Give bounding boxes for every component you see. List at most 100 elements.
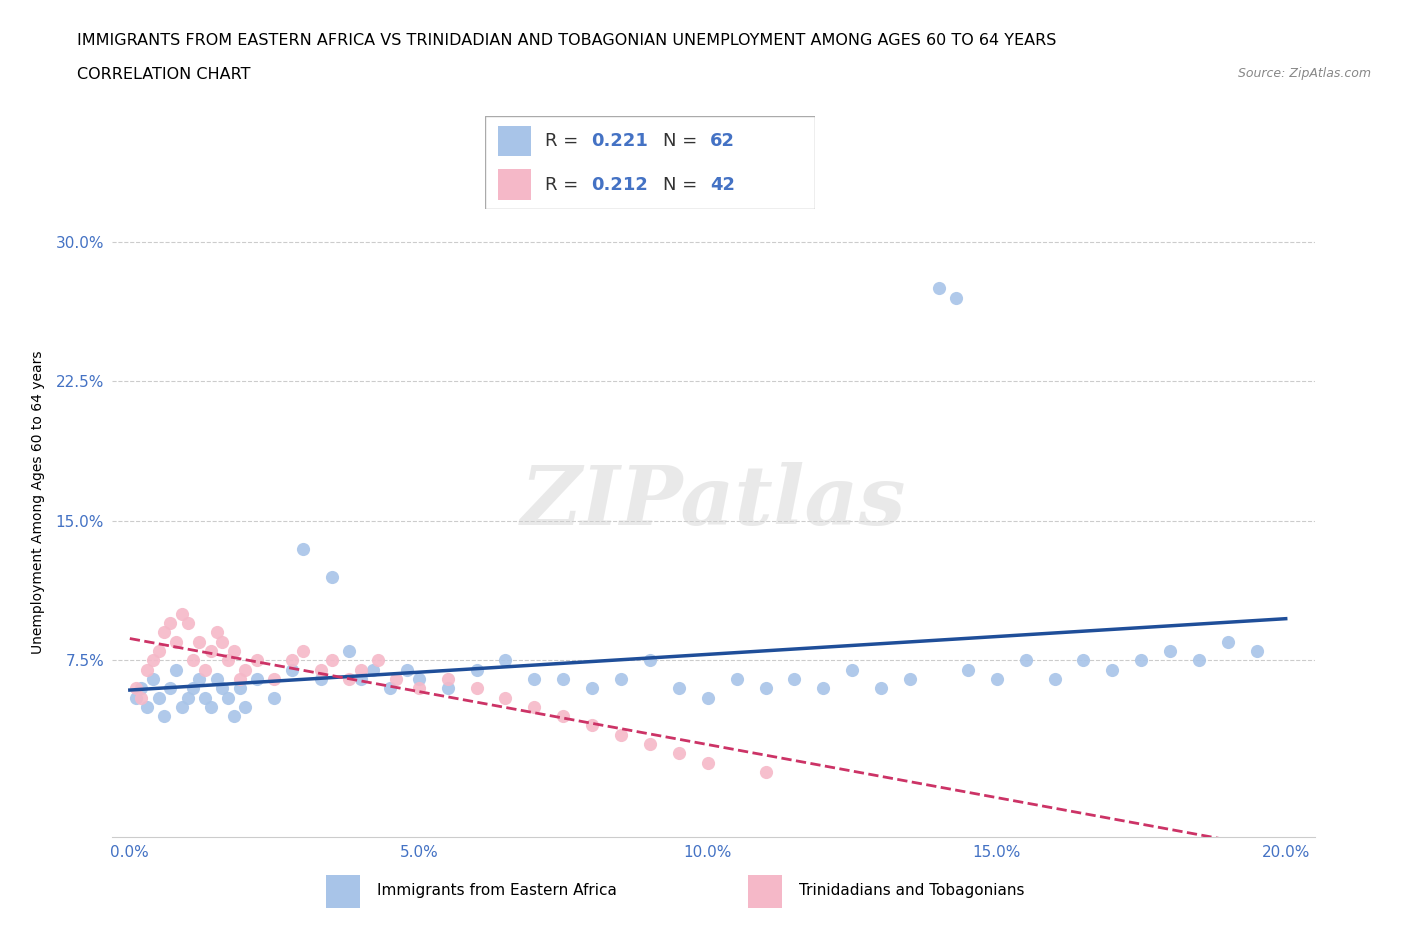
Point — [222, 644, 245, 658]
Point — [668, 681, 690, 696]
Point — [194, 662, 217, 677]
Point — [668, 746, 690, 761]
Point — [408, 681, 430, 696]
Point — [131, 681, 153, 696]
Point — [870, 681, 893, 696]
Point — [292, 541, 315, 556]
Point — [217, 653, 239, 668]
Point — [339, 644, 361, 658]
Point — [170, 699, 193, 714]
Point — [188, 634, 211, 649]
Point — [188, 671, 211, 686]
Point — [465, 681, 488, 696]
Point — [581, 681, 603, 696]
Point — [986, 671, 1008, 686]
Point — [553, 709, 575, 724]
Text: R =: R = — [544, 176, 583, 193]
Point — [246, 671, 269, 686]
Point — [165, 634, 187, 649]
Point — [945, 290, 967, 305]
Point — [1246, 644, 1268, 658]
Point — [361, 662, 384, 677]
Point — [131, 690, 153, 705]
Bar — [748, 875, 782, 909]
Point — [165, 662, 187, 677]
Point — [465, 662, 488, 677]
Point — [217, 690, 239, 705]
Point — [436, 681, 458, 696]
Point — [263, 690, 285, 705]
Point — [159, 616, 181, 631]
Text: IMMIGRANTS FROM EASTERN AFRICA VS TRINIDADIAN AND TOBAGONIAN UNEMPLOYMENT AMONG : IMMIGRANTS FROM EASTERN AFRICA VS TRINID… — [77, 33, 1057, 47]
Point — [246, 653, 269, 668]
Point — [200, 644, 222, 658]
Text: R =: R = — [544, 132, 583, 150]
Point — [581, 718, 603, 733]
Point — [136, 699, 159, 714]
Text: ZIPatlas: ZIPatlas — [520, 462, 907, 542]
Text: CORRELATION CHART: CORRELATION CHART — [77, 67, 250, 82]
Point — [495, 690, 517, 705]
Point — [350, 662, 373, 677]
Point — [170, 606, 193, 621]
Point — [1014, 653, 1036, 668]
Point — [610, 671, 633, 686]
Point — [523, 671, 546, 686]
Point — [1130, 653, 1153, 668]
Point — [1216, 634, 1239, 649]
Point — [495, 653, 517, 668]
Point — [350, 671, 373, 686]
Y-axis label: Unemployment Among Ages 60 to 64 years: Unemployment Among Ages 60 to 64 years — [31, 351, 45, 654]
Point — [159, 681, 181, 696]
Point — [754, 764, 776, 779]
Point — [148, 644, 170, 658]
Text: N =: N = — [664, 132, 703, 150]
Text: 62: 62 — [710, 132, 735, 150]
Point — [928, 281, 950, 296]
Point — [1159, 644, 1181, 658]
Point — [1073, 653, 1095, 668]
Point — [136, 662, 159, 677]
Text: 0.221: 0.221 — [591, 132, 648, 150]
Point — [263, 671, 285, 686]
Bar — [326, 875, 360, 909]
Point — [367, 653, 389, 668]
FancyBboxPatch shape — [485, 116, 815, 209]
Point — [783, 671, 806, 686]
Point — [222, 709, 245, 724]
Point — [638, 737, 661, 751]
Text: N =: N = — [664, 176, 703, 193]
Point — [211, 634, 233, 649]
Point — [309, 662, 332, 677]
Point — [280, 653, 302, 668]
Point — [610, 727, 633, 742]
Point — [228, 671, 250, 686]
Point — [898, 671, 921, 686]
Text: 0.212: 0.212 — [591, 176, 648, 193]
Point — [754, 681, 776, 696]
Point — [321, 569, 343, 584]
Point — [1101, 662, 1123, 677]
Point — [378, 681, 401, 696]
Point — [148, 690, 170, 705]
Point — [235, 662, 257, 677]
Point — [523, 699, 546, 714]
Point — [725, 671, 748, 686]
Point — [339, 671, 361, 686]
Text: Trinidadians and Tobagonians: Trinidadians and Tobagonians — [799, 883, 1024, 898]
Point — [321, 653, 343, 668]
Point — [1043, 671, 1066, 686]
Text: Source: ZipAtlas.com: Source: ZipAtlas.com — [1237, 67, 1371, 80]
Point — [638, 653, 661, 668]
Point — [176, 616, 198, 631]
Point — [124, 681, 146, 696]
Point — [396, 662, 419, 677]
Point — [142, 653, 165, 668]
Point — [205, 625, 228, 640]
Point — [183, 681, 205, 696]
Point — [200, 699, 222, 714]
Point — [553, 671, 575, 686]
Point — [235, 699, 257, 714]
Point — [408, 671, 430, 686]
Point — [183, 653, 205, 668]
